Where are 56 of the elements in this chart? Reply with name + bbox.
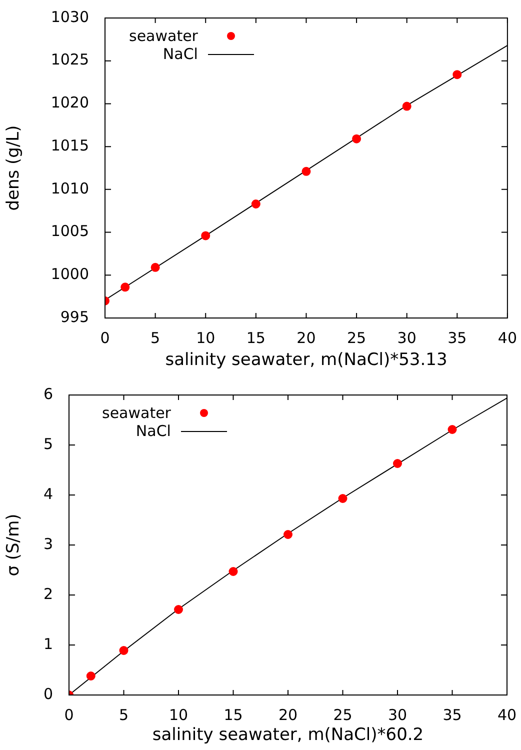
point	[393, 459, 402, 468]
legend-label: seawater	[102, 404, 171, 422]
x-tick-label: 35	[442, 706, 462, 724]
y-tick-label: 0	[43, 684, 53, 703]
point	[119, 646, 128, 655]
x-tick-label: 30	[397, 328, 416, 347]
y-tick-label: 995	[60, 308, 89, 326]
x-tick-label: 40	[497, 706, 517, 724]
legend-label: seawater	[129, 27, 198, 45]
x-tick-label: 15	[246, 328, 266, 347]
y-tick-label: 6	[43, 384, 53, 403]
y-axis-title: dens (g/L)	[4, 125, 24, 211]
point	[352, 134, 362, 144]
point	[174, 605, 183, 614]
x-tick-label: 25	[346, 328, 366, 347]
point	[338, 494, 348, 503]
x-tick-label: 5	[118, 706, 129, 724]
x-tick-label: 15	[224, 706, 243, 724]
point	[402, 102, 412, 111]
x-tick-label: 10	[168, 706, 188, 724]
x-tick-label: 5	[150, 328, 160, 347]
point	[150, 262, 160, 272]
point	[201, 231, 210, 240]
x-tick-label: 35	[448, 328, 467, 347]
legend-label: NaCl	[162, 45, 198, 63]
y-tick-label: 1015	[50, 136, 89, 154]
x-axis-title: salinity seawater, m(NaCl)*53.13	[165, 350, 448, 370]
y-axis-title: σ (S/m)	[4, 514, 24, 576]
point	[284, 530, 292, 539]
y-tick-label: 1005	[50, 222, 89, 240]
point	[251, 200, 260, 208]
y-tick-label: 1025	[50, 50, 89, 69]
y-tick-label: 3	[43, 534, 53, 553]
point	[302, 166, 311, 176]
point	[452, 70, 462, 80]
x-tick-label: 40	[498, 328, 518, 347]
y-tick-label: 1030	[50, 8, 89, 26]
legend-label: NaCl	[134, 422, 171, 440]
point	[448, 425, 457, 434]
y-tick-label: 1020	[50, 94, 89, 112]
y-tick-label: 1000	[50, 265, 89, 284]
point	[228, 567, 238, 576]
x-axis-title: salinity seawater, m(NaCl)*60.2	[152, 725, 424, 746]
x-tick-label: 25	[333, 706, 352, 724]
point	[86, 672, 96, 680]
x-tick-label: 10	[196, 328, 216, 347]
x-tick-label: 30	[388, 706, 408, 724]
y-tick-label: 5	[43, 434, 53, 453]
y-tick-label: 1	[43, 634, 53, 653]
x-tick-label: 20	[296, 328, 316, 347]
y-tick-label: 4	[43, 484, 53, 503]
y-tick-label: 2	[43, 584, 53, 603]
x-tick-label: 0	[100, 328, 110, 347]
y-tick-label: 1010	[50, 179, 89, 198]
x-tick-label: 20	[278, 706, 298, 724]
point	[120, 282, 130, 292]
